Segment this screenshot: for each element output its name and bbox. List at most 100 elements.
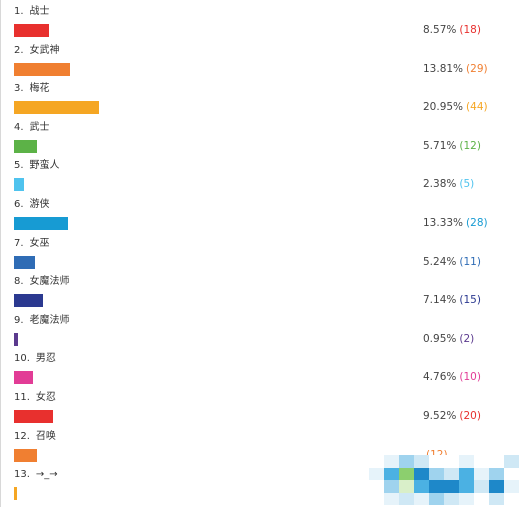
option-label: 6. 游侠 — [14, 198, 50, 211]
option-rank: 6. — [14, 199, 24, 210]
option-percent: 4.76% — [423, 371, 457, 384]
option-stat: 13.33% (28) — [423, 217, 488, 230]
option-count: (15) — [459, 294, 481, 307]
option-label: 8. 女魔法师 — [14, 275, 70, 288]
option-rank: 7. — [14, 237, 24, 249]
option-rank: 12. — [14, 430, 30, 442]
option-bar — [14, 62, 71, 76]
watermark-pixel — [474, 480, 489, 493]
option-name: 女武神 — [29, 44, 60, 56]
option-count: (18) — [459, 24, 481, 36]
watermark-pixel — [444, 492, 459, 505]
option-count: (12) — [459, 139, 481, 152]
watermark-pixel — [444, 455, 459, 468]
option-rank: 11. — [14, 392, 30, 403]
poll-row: 7. 女巫 5.24% (11) — [1, 234, 520, 272]
option-name: 召唤 — [35, 430, 56, 442]
poll-row: 3. 梅花 20.95% (44) — [1, 79, 520, 117]
poll-row: 2. 女武神 13.81% (29) — [1, 41, 520, 79]
watermark-pixel — [459, 455, 474, 468]
option-name: 女巫 — [29, 237, 50, 249]
watermark-pixel — [429, 480, 444, 493]
option-stat: 2.38% (5) — [423, 178, 474, 191]
option-percent: 5.24% — [423, 255, 457, 268]
watermark-pixel — [459, 480, 474, 493]
option-stat: 9.52% (20) — [423, 410, 481, 423]
pixelated-watermark — [369, 455, 519, 505]
watermark-pixel — [489, 467, 504, 480]
option-percent: 13.81% — [423, 62, 464, 75]
option-label: 9. 老魔法师 — [14, 314, 70, 327]
option-bar — [14, 139, 38, 153]
option-rank: 9. — [14, 314, 24, 326]
watermark-pixel — [384, 455, 399, 468]
option-percent: 2.38% — [423, 178, 457, 191]
option-rank: 4. — [14, 121, 24, 133]
option-bar — [14, 332, 18, 346]
watermark-pixel — [429, 492, 444, 505]
poll-row: 10. 男忍 4.76% (10) — [1, 349, 520, 387]
option-label: 7. 女巫 — [14, 237, 50, 250]
option-count: (29) — [466, 62, 488, 75]
option-percent: 9.52% — [423, 410, 457, 422]
watermark-pixel — [459, 492, 474, 505]
option-count: (5) — [459, 178, 475, 191]
watermark-pixel — [459, 467, 474, 480]
option-count: (11) — [459, 255, 481, 268]
option-label: 1. 战士 — [14, 5, 50, 18]
watermark-pixel — [504, 467, 519, 480]
watermark-pixel — [474, 455, 489, 468]
watermark-pixel — [489, 480, 504, 493]
option-name: →_→ — [35, 469, 58, 481]
option-label: 3. 梅花 — [14, 82, 50, 95]
watermark-pixel — [399, 480, 414, 493]
option-stat: 8.57% (18) — [423, 24, 481, 37]
poll-row: 8. 女魔法师 7.14% (15) — [1, 272, 520, 310]
option-rank: 8. — [14, 276, 24, 288]
option-count: (44) — [466, 101, 488, 114]
option-label: 11. 女忍 — [14, 391, 56, 404]
option-count: (20) — [459, 410, 481, 422]
watermark-pixel — [369, 480, 384, 493]
option-label: 12. 召唤 — [14, 430, 56, 443]
watermark-pixel — [444, 480, 459, 493]
option-label: 13. →_→ — [14, 468, 58, 481]
watermark-pixel — [369, 455, 384, 468]
watermark-pixel — [384, 480, 399, 493]
option-rank: 1. — [14, 6, 24, 17]
option-name: 男忍 — [35, 353, 56, 365]
option-stat: 7.14% (15) — [423, 294, 481, 307]
watermark-pixel — [414, 480, 429, 493]
option-count: (2) — [459, 332, 475, 345]
option-label: 4. 武士 — [14, 121, 50, 134]
option-percent: 20.95% — [423, 101, 464, 114]
option-bar — [14, 255, 36, 269]
option-bar — [14, 178, 24, 192]
watermark-pixel — [444, 467, 459, 480]
watermark-pixel — [504, 480, 519, 493]
option-stat: 13.81% (29) — [423, 63, 488, 76]
poll-row: 1. 战士 8.57% (18) — [1, 2, 520, 40]
watermark-pixel — [429, 467, 444, 480]
watermark-pixel — [414, 467, 429, 480]
poll-row: 6. 游侠 13.33% (28) — [1, 195, 520, 233]
option-bar — [14, 101, 99, 115]
watermark-pixel — [399, 492, 414, 505]
watermark-pixel — [369, 492, 384, 505]
option-bar — [14, 294, 43, 308]
watermark-pixel — [399, 467, 414, 480]
option-percent: 0.95% — [423, 332, 457, 345]
option-rank: 13. — [14, 469, 30, 481]
option-stat: 0.95% (2) — [423, 333, 474, 346]
option-count: (10) — [459, 371, 481, 384]
watermark-pixel — [429, 455, 444, 468]
option-bar — [14, 487, 17, 501]
poll-row: 11. 女忍 9.52% (20) — [1, 388, 520, 426]
option-percent: 13.33% — [423, 217, 464, 229]
poll-row: 4. 武士 5.71% (12) — [1, 118, 520, 156]
watermark-pixel — [504, 455, 519, 468]
option-label: 10. 男忍 — [14, 352, 56, 365]
option-name: 梅花 — [29, 83, 50, 95]
option-name: 游侠 — [29, 199, 50, 210]
